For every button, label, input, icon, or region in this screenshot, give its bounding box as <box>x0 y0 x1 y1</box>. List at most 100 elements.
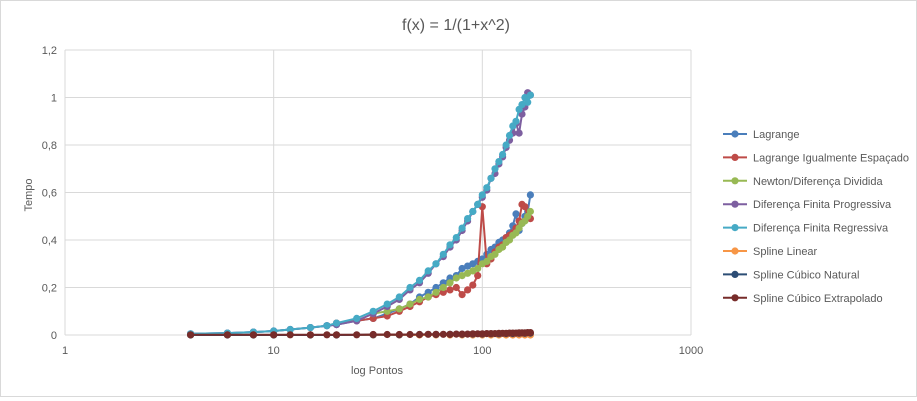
data-point <box>332 319 341 327</box>
data-point <box>469 281 477 289</box>
data-point <box>395 293 403 301</box>
data-point <box>491 165 499 173</box>
y-tick-label: 0,6 <box>42 188 57 200</box>
data-point <box>395 330 403 339</box>
data-point <box>439 330 447 338</box>
data-point <box>526 329 535 337</box>
data-point <box>464 286 472 294</box>
legend: Lagrange Lagrange Igualmente Espaçado Newt… <box>723 129 909 305</box>
x-tick-label: 1 <box>62 345 68 357</box>
x-tick-label: 1000 <box>679 345 703 357</box>
data-point <box>446 286 454 294</box>
data-point <box>502 141 510 149</box>
data-point <box>424 293 432 301</box>
data-point <box>415 330 424 339</box>
y-tick-label: 0,2 <box>42 283 57 295</box>
data-point <box>458 224 466 232</box>
series-line <box>190 90 532 335</box>
data-point <box>323 331 331 339</box>
data-point <box>223 331 231 339</box>
legend-item: Spline Cúbico Extrapolado <box>723 293 883 305</box>
data-point <box>458 272 466 280</box>
data-point <box>446 330 454 338</box>
data-point <box>306 324 314 332</box>
data-point <box>452 283 460 292</box>
data-point <box>323 322 331 330</box>
data-point <box>353 314 361 322</box>
legend-item: Lagrange <box>723 129 800 141</box>
data-point <box>446 279 454 287</box>
x-tick-label: 10 <box>268 345 280 357</box>
data-point <box>369 307 377 315</box>
data-point <box>526 91 535 99</box>
data-point <box>439 250 447 258</box>
data-point <box>439 283 447 292</box>
data-point <box>474 264 482 273</box>
data-point <box>353 331 361 339</box>
legend-label: Diferença Finita Regressiva <box>753 223 889 235</box>
data-point <box>424 267 432 275</box>
data-point <box>406 330 414 339</box>
grid <box>64 49 692 336</box>
data-point <box>415 276 424 284</box>
data-point <box>458 264 466 273</box>
data-point <box>469 207 477 216</box>
data-point <box>474 272 482 280</box>
legend-label: Spline Cúbico Extrapolado <box>753 293 883 305</box>
data-point <box>332 331 341 339</box>
data-point <box>464 330 472 338</box>
series-8 <box>187 329 535 339</box>
data-point <box>512 210 520 218</box>
x-axis-label: log Pontos <box>351 365 403 377</box>
legend-label: Lagrange Igualmente Espaçado <box>753 152 909 164</box>
data-point <box>406 283 414 292</box>
legend-label: Spline Linear <box>753 246 818 258</box>
legend-swatch-marker <box>731 270 739 278</box>
legend-label: Spline Cúbico Natural <box>753 269 859 281</box>
data-point <box>369 330 377 339</box>
data-point <box>464 215 472 223</box>
chart-title: f(x) = 1/(1+x^2) <box>402 17 510 34</box>
y-tick-label: 0,8 <box>42 140 57 152</box>
series-layer <box>187 89 535 339</box>
data-point <box>286 331 294 339</box>
data-point <box>306 331 314 339</box>
legend-swatch-marker <box>731 153 739 161</box>
data-point <box>383 330 391 339</box>
data-point <box>187 331 195 339</box>
data-point <box>521 203 529 211</box>
data-point <box>483 257 491 265</box>
data-point <box>432 330 440 338</box>
data-point <box>432 288 440 296</box>
data-point <box>524 98 532 106</box>
data-point <box>478 191 486 199</box>
y-tick-label: 1 <box>51 93 57 105</box>
data-point <box>452 234 460 242</box>
legend-item: Diferença Finita Progressiva <box>723 199 892 211</box>
y-tick-label: 0 <box>51 330 57 342</box>
legend-swatch-marker <box>731 130 739 138</box>
legend-swatch-marker <box>731 247 739 255</box>
data-point <box>512 117 520 125</box>
legend-item: Lagrange Igualmente Espaçado <box>723 152 909 164</box>
legend-label: Diferença Finita Progressiva <box>753 199 892 211</box>
y-tick-label: 0,4 <box>42 235 57 247</box>
legend-label: Lagrange <box>753 129 800 141</box>
y-tick-labels: 0 0,2 0,4 0,6 0,8 1 1,2 <box>42 45 57 342</box>
data-point <box>415 295 424 303</box>
legend-swatch-marker <box>731 200 739 208</box>
legend-item: Spline Cúbico Natural <box>723 269 859 281</box>
data-point <box>515 129 523 137</box>
data-point <box>495 158 503 166</box>
data-point <box>487 174 495 182</box>
data-point <box>526 191 535 199</box>
data-point <box>483 184 491 192</box>
data-point <box>446 241 454 249</box>
y-tick-label: 1,2 <box>42 45 57 57</box>
data-point <box>474 200 482 208</box>
data-point <box>249 331 257 339</box>
data-point <box>452 274 460 282</box>
series-3 <box>369 207 535 318</box>
